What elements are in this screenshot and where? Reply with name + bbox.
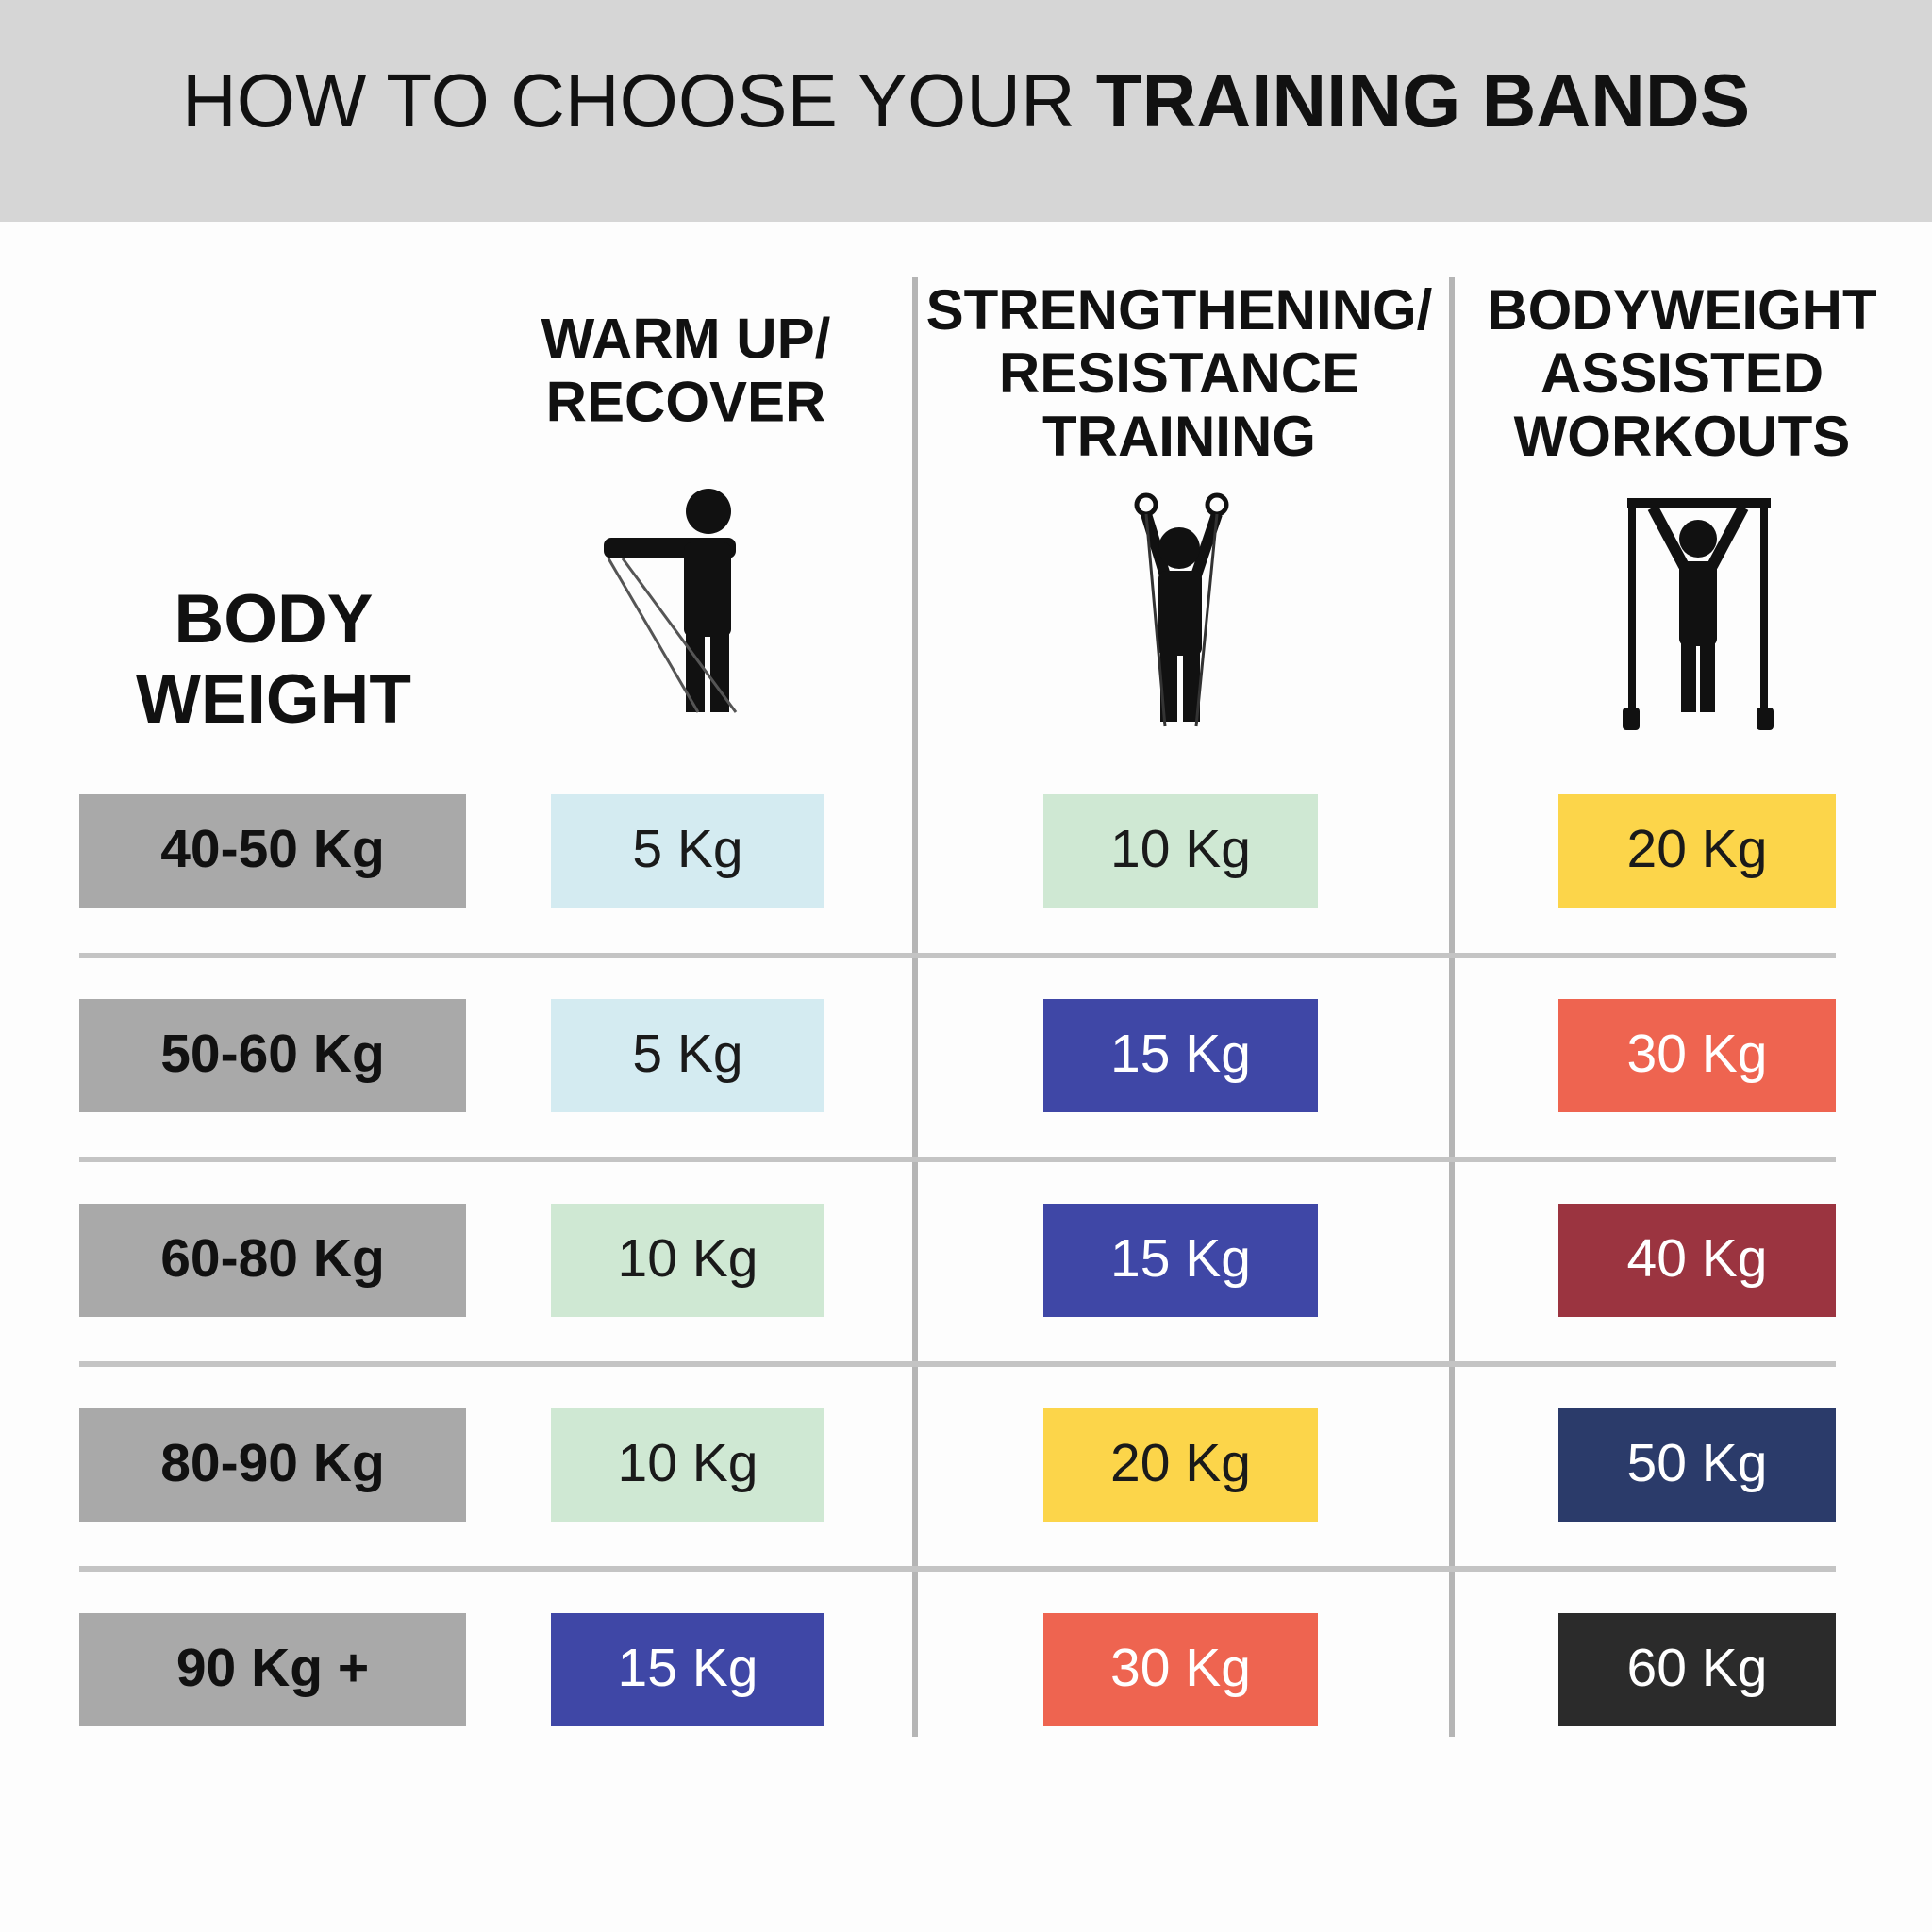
title-bold: TRAINING BANDS bbox=[1096, 58, 1750, 142]
band-label: 15 Kg bbox=[618, 1638, 758, 1698]
column-header: BODYWEIGHT bbox=[1487, 278, 1876, 341]
band-label: 30 Kg bbox=[1110, 1638, 1251, 1698]
band-box bbox=[1043, 1204, 1318, 1317]
band-box bbox=[551, 1613, 824, 1726]
band-box bbox=[1558, 794, 1836, 908]
column-header: RECOVER bbox=[546, 370, 826, 433]
title: HOW TO CHOOSE YOUR TRAINING BANDS bbox=[182, 58, 1750, 142]
band-label: 60 Kg bbox=[1627, 1638, 1768, 1698]
band-box bbox=[1043, 1613, 1318, 1726]
band-label: 5 Kg bbox=[632, 1024, 742, 1084]
weight-box bbox=[79, 794, 466, 908]
weight-box bbox=[79, 999, 466, 1112]
band-box bbox=[551, 1408, 824, 1522]
band-box bbox=[1043, 999, 1318, 1112]
weight-label: 80-90 Kg bbox=[160, 1433, 385, 1493]
band-label: 10 Kg bbox=[618, 1433, 758, 1493]
column-header: STRENGTHENING/ bbox=[926, 278, 1433, 341]
weight-label: 40-50 Kg bbox=[160, 819, 385, 879]
band-box bbox=[551, 999, 824, 1112]
column-header: WEIGHT bbox=[136, 661, 411, 738]
column-header: RESISTANCE bbox=[999, 341, 1359, 405]
weight-box bbox=[79, 1408, 466, 1522]
band-box bbox=[551, 1204, 824, 1317]
band-label: 30 Kg bbox=[1627, 1024, 1768, 1084]
band-label: 40 Kg bbox=[1627, 1228, 1768, 1289]
band-box bbox=[1043, 1408, 1318, 1522]
column-header: BODY bbox=[175, 581, 374, 658]
band-label: 15 Kg bbox=[1110, 1024, 1251, 1084]
band-label: 10 Kg bbox=[1110, 819, 1251, 879]
band-label: 50 Kg bbox=[1627, 1433, 1768, 1493]
weight-box bbox=[79, 1204, 466, 1317]
band-label: 20 Kg bbox=[1110, 1433, 1251, 1493]
band-box bbox=[1558, 1204, 1836, 1317]
column-header: ASSISTED bbox=[1541, 341, 1824, 405]
band-box bbox=[1558, 999, 1836, 1112]
weight-label: 50-60 Kg bbox=[160, 1024, 385, 1084]
band-box bbox=[1558, 1613, 1836, 1726]
column-header: WARM UP/ bbox=[541, 307, 831, 370]
weight-label: 90 Kg + bbox=[176, 1638, 369, 1698]
band-label: 10 Kg bbox=[618, 1228, 758, 1289]
band-box bbox=[1043, 794, 1318, 908]
band-label: 20 Kg bbox=[1627, 819, 1768, 879]
warm-up-icon bbox=[604, 489, 738, 713]
band-label: 5 Kg bbox=[632, 819, 742, 879]
weight-box bbox=[79, 1613, 466, 1726]
band-box bbox=[1558, 1408, 1836, 1522]
column-header: TRAINING bbox=[1042, 405, 1316, 468]
band-label: 15 Kg bbox=[1110, 1228, 1251, 1289]
column-header: WORKOUTS bbox=[1514, 405, 1851, 468]
weight-label: 60-80 Kg bbox=[160, 1228, 385, 1289]
bodyweight-icon bbox=[1623, 498, 1774, 730]
band-box bbox=[551, 794, 824, 908]
header-band bbox=[0, 0, 1932, 222]
title-regular: HOW TO CHOOSE YOUR bbox=[182, 58, 1075, 142]
strength-icon bbox=[1134, 492, 1229, 727]
